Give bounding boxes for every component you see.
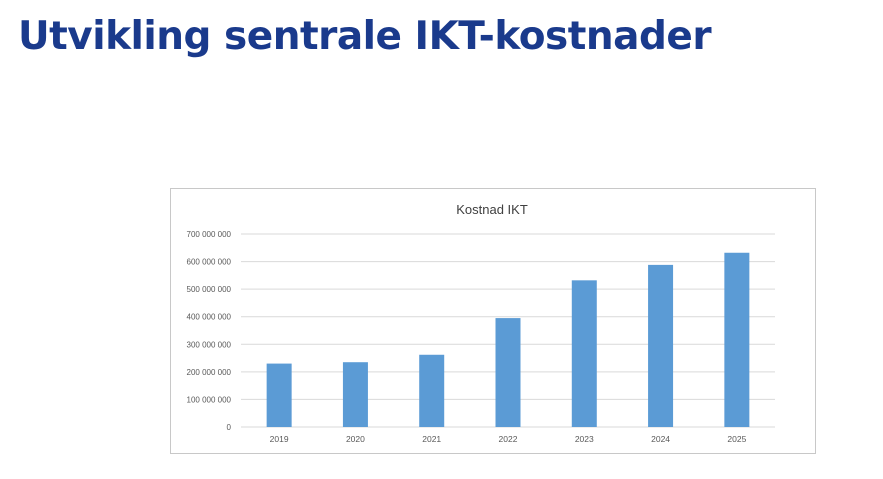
y-tick-label: 300 000 000 — [187, 340, 232, 349]
x-tick-label: 2025 — [727, 434, 746, 444]
y-tick-label: 500 000 000 — [187, 285, 232, 294]
y-tick-label: 600 000 000 — [187, 258, 232, 267]
y-tick-label: 0 — [227, 423, 232, 432]
bar-2025 — [724, 252, 750, 427]
x-tick-label: 2024 — [651, 434, 670, 444]
bar-2019 — [266, 363, 292, 427]
bar-2023 — [571, 280, 597, 427]
chart-title: Kostnad IKT — [456, 202, 528, 217]
x-tick-label: 2020 — [346, 434, 365, 444]
y-tick-label: 400 000 000 — [187, 313, 232, 322]
bar-2022 — [495, 318, 521, 427]
y-axis-ticks: 0 100 000 000 200 000 000 300 000 000 400 00… — [187, 230, 232, 432]
bar-chart: Kostnad IKT 0 100 000 000 200 000 000 300 0… — [187, 202, 775, 444]
x-tick-label: 2019 — [270, 434, 289, 444]
bar-2020 — [342, 362, 368, 427]
slide-title: Utvikling sentrale IKT-kostnader — [18, 14, 712, 59]
y-tick-label: 700 000 000 — [187, 230, 232, 239]
x-tick-label: 2022 — [499, 434, 518, 444]
x-tick-label: 2023 — [575, 434, 594, 444]
y-tick-label: 100 000 000 — [187, 395, 232, 404]
bars — [266, 252, 750, 427]
y-tick-label: 200 000 000 — [187, 368, 232, 377]
x-tick-label: 2021 — [422, 434, 441, 444]
chart-container: Kostnad IKT 0 100 000 000 200 000 000 300 0… — [170, 188, 816, 454]
bar-2024 — [648, 264, 674, 427]
x-axis-ticks: 2019 2020 2021 2022 2023 2024 2025 — [270, 434, 747, 444]
bar-2021 — [419, 354, 445, 427]
